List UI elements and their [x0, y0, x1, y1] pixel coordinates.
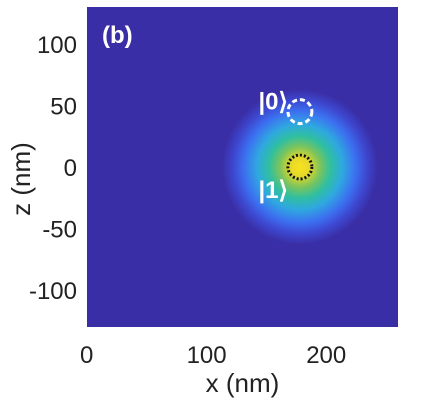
y-axis-ticks: 100 50 0 -50 -100 [29, 32, 77, 305]
state-label-0: |0⟩ [258, 89, 287, 116]
x-tick-label: 100 [187, 342, 227, 369]
y-tick-label: 0 [64, 155, 77, 182]
x-tick-label: 0 [80, 342, 93, 369]
state-label-1: |1⟩ [258, 177, 287, 204]
x-axis-ticks: 0 100 200 [80, 342, 346, 369]
x-tick-label: 200 [306, 342, 346, 369]
y-tick-label: -50 [42, 217, 77, 244]
state-circle-1 [286, 153, 314, 181]
y-axis-label: z (nm) [6, 142, 36, 216]
y-tick-label: 100 [37, 32, 77, 59]
x-axis-label: x (nm) [206, 368, 280, 398]
intensity-peak [222, 89, 378, 245]
y-tick-label: -100 [29, 278, 77, 305]
state-circle-0 [286, 98, 314, 126]
y-tick-label: 50 [50, 93, 77, 120]
state-markers: |0⟩ |1⟩ [258, 89, 314, 204]
panel-label: (b) [102, 22, 133, 49]
